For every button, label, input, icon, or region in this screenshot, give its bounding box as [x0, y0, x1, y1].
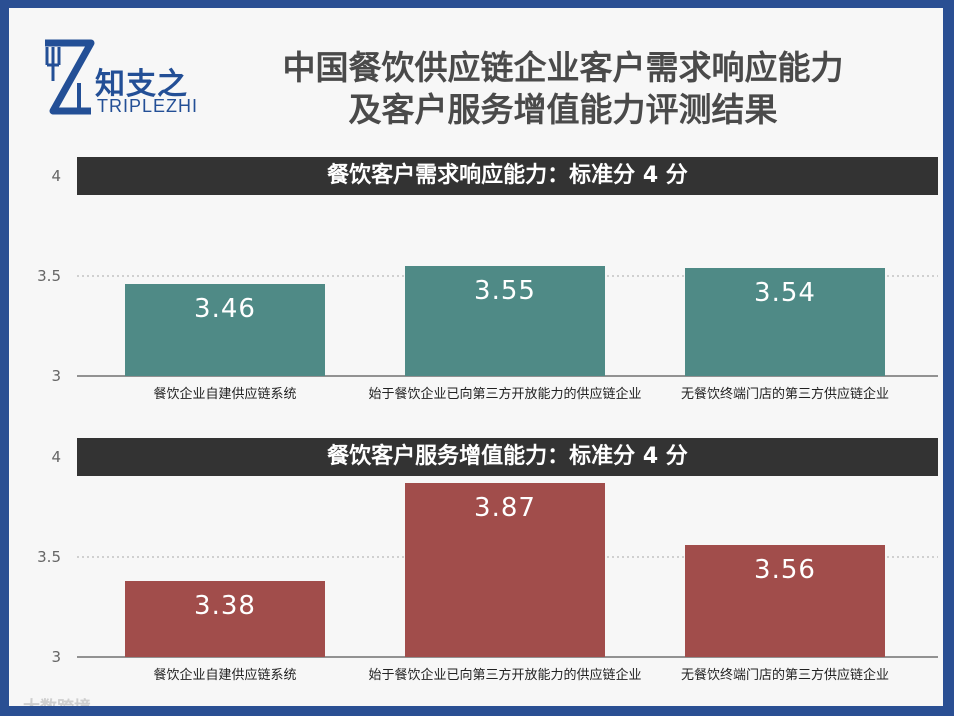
bar-value-label: 3.56	[754, 555, 816, 585]
bar	[685, 545, 885, 657]
category-label: 无餐饮终端门店的第三方供应链企业	[681, 667, 889, 683]
bar-value-label: 3.54	[754, 278, 816, 308]
category-label: 餐饮企业自建供应链系统	[153, 667, 296, 683]
bar-value-label: 3.38	[194, 591, 256, 621]
y-tick-label: 3	[51, 367, 61, 385]
bar-value-label: 3.46	[194, 294, 256, 324]
chart-header-response: 餐饮客户需求响应能力：标准分 4 分	[77, 157, 938, 195]
y-tick-label: 3	[51, 648, 61, 666]
bar	[125, 581, 325, 657]
logo-name-cn: 知支之	[95, 67, 188, 102]
page-title-line-2: 及客户服务增值能力评测结果	[348, 90, 778, 129]
category-label: 始于餐饮企业已向第三方开放能力的供应链企业	[368, 386, 641, 402]
bar	[125, 284, 325, 376]
logo-name-en: TRIPLEZHI	[97, 96, 199, 116]
y-tick-label: 3.5	[37, 267, 61, 285]
chart-response: 33.543.46餐饮企业自建供应链系统3.55始于餐饮企业已向第三方开放能力的…	[37, 167, 938, 402]
page-title-line-1: 中国餐饮供应链企业客户需求响应能力	[282, 48, 844, 87]
bar	[405, 483, 605, 657]
y-tick-label: 4	[51, 167, 61, 185]
bar-value-label: 3.55	[474, 276, 536, 306]
bar-value-label: 3.87	[474, 493, 536, 523]
chart-panel-value-added: 3 3.5 4 3.38 餐饮企业自建供应链系统 3.87 始于餐饮企业已向第三方开放能力的…	[9, 433, 943, 703]
category-label: 始于餐饮企业已向第三方开放能力的供应链企业	[368, 667, 641, 683]
bar	[405, 266, 605, 376]
category-label: 无餐饮终端门店的第三方供应链企业	[681, 386, 889, 402]
y-tick-label: 3.5	[37, 548, 61, 566]
chart-header-value-added: 餐饮客户服务增值能力：标准分 4 分	[77, 438, 938, 476]
y-tick-label: 4	[51, 448, 61, 466]
slide: 知支之 TRIPLEZHI 中国餐饮供应链企业客户需求响应能力 及客户服务增值能…	[9, 8, 943, 706]
bar	[685, 268, 885, 376]
chart-panel-response: 3 3.5 4 3.46 餐饮企业自建供应链系统 3.55 始于餐饮企业已向第三方开放能力的…	[9, 152, 943, 422]
chart-value-added: 3 3.5 4 3.38 餐饮企业自建供应链系统 3.87 始于餐饮企业已向第三方开放能力的…	[37, 448, 938, 683]
watermark: 大数跨境	[23, 693, 91, 706]
category-label: 餐饮企业自建供应链系统	[153, 386, 296, 402]
logo-icon	[45, 39, 95, 115]
